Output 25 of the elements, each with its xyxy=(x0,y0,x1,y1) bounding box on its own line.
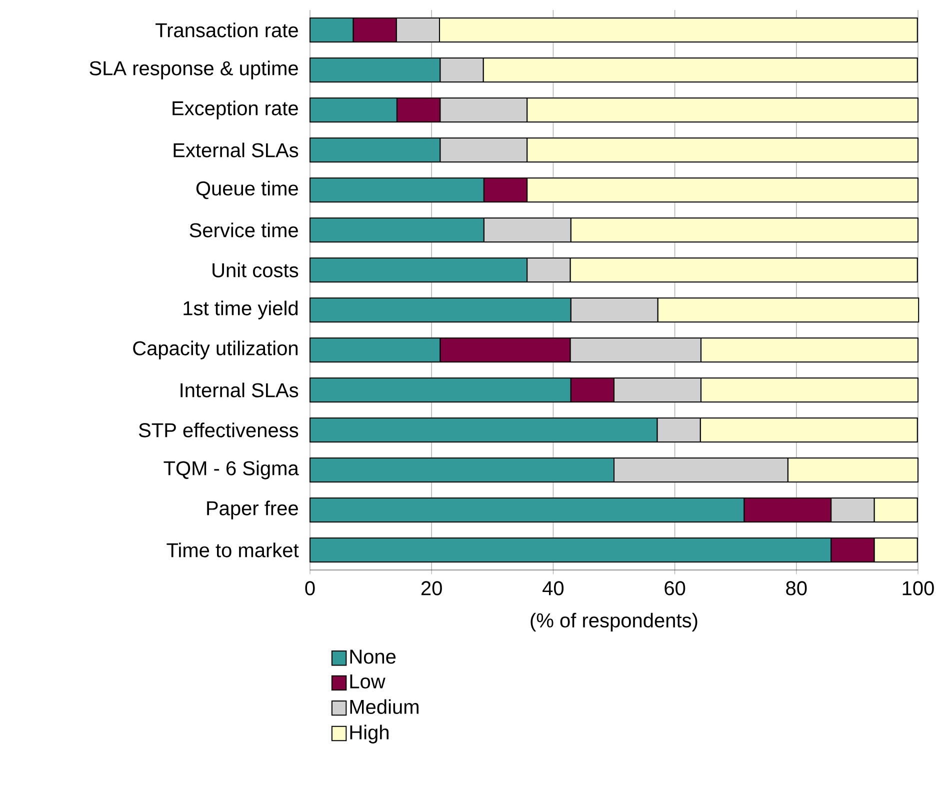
x-tick-label: 80 xyxy=(786,581,807,596)
x-axis-title: (% of respondents) xyxy=(530,612,698,632)
y-tick-label: 1st time yield xyxy=(184,300,298,320)
y-tick-label: SLA response & uptime xyxy=(90,60,298,80)
x-tick-label: 60 xyxy=(664,581,686,596)
x-tick-label: 0 xyxy=(305,581,315,596)
legend-label: Medium xyxy=(350,699,418,714)
y-tick-label: External SLAs xyxy=(174,142,298,158)
y-tick-label: Capacity utilization xyxy=(133,340,298,360)
y-tick-label: Paper free xyxy=(207,500,298,520)
y-tick-label: Service time xyxy=(190,222,298,238)
y-tick-label: TQM - 6 Sigma xyxy=(164,460,299,480)
y-tick-label: Transaction rate xyxy=(156,22,298,38)
y-tick-label: Queue time xyxy=(196,180,298,200)
legend-label: None xyxy=(350,650,396,664)
y-tick-label: STP effectiveness xyxy=(138,422,298,438)
y-tick-label: Time to market xyxy=(166,542,299,558)
legend-label: High xyxy=(350,724,388,744)
y-tick-label: Internal SLAs xyxy=(180,382,298,398)
x-tick-label: 20 xyxy=(421,581,442,596)
y-tick-label: Exception rate xyxy=(172,100,298,120)
legend-label: Low xyxy=(350,674,386,688)
x-tick-label: 40 xyxy=(542,581,564,596)
x-tick-label: 100 xyxy=(902,581,934,596)
y-tick-label: Unit costs xyxy=(212,262,298,278)
